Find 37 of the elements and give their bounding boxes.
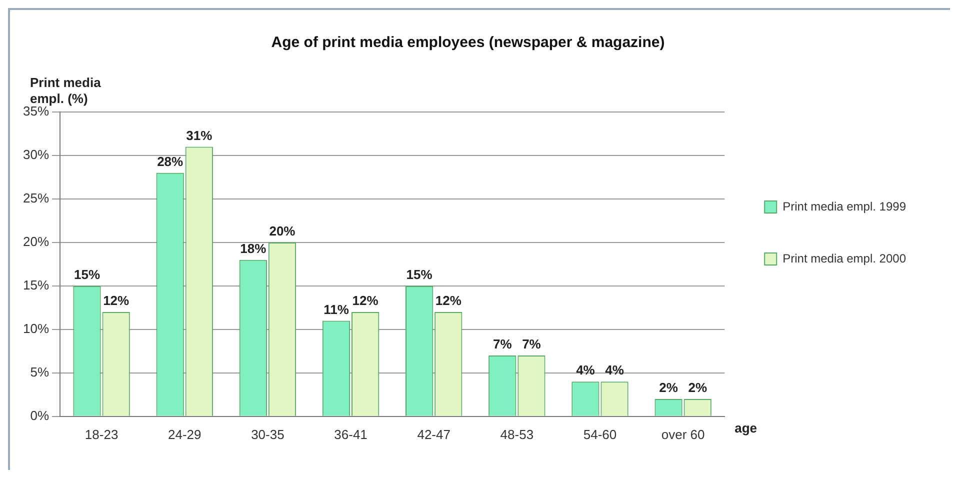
x-tick-label: 54-60 xyxy=(583,426,617,442)
data-label: 15% xyxy=(74,267,100,282)
legend-label: Print media empl. 2000 xyxy=(782,251,906,266)
chart-title: Age of print media employees (newspaper & magazine) xyxy=(271,34,665,52)
data-label: 4% xyxy=(605,362,624,378)
data-label: 12% xyxy=(352,293,379,308)
y-tick-label: 15% xyxy=(22,278,50,293)
data-label: 18% xyxy=(240,240,267,256)
data-label: 15% xyxy=(406,267,433,282)
data-label: 12% xyxy=(435,293,462,308)
data-label: 7% xyxy=(522,336,542,352)
legend-label: Print media empl. 1999 xyxy=(782,199,906,214)
data-label: 28% xyxy=(157,154,184,169)
y-axis-title: Print media empl. (%) xyxy=(30,75,102,106)
y-tick-label: 0% xyxy=(30,408,50,423)
data-label: 2% xyxy=(688,380,708,396)
y-tick-label: 25% xyxy=(22,190,50,206)
y-tick-label: 10% xyxy=(22,321,50,336)
data-label: 11% xyxy=(324,302,350,317)
x-tick-label: 30-35 xyxy=(251,426,284,442)
x-tick-label: 48-53 xyxy=(500,426,534,442)
x-tick-label: 36-41 xyxy=(334,426,368,442)
data-label: 4% xyxy=(576,362,596,378)
x-tick-label: over 60 xyxy=(661,426,705,442)
data-label: 31% xyxy=(186,128,213,143)
y-tick-label: 30% xyxy=(22,147,50,162)
data-label: 20% xyxy=(269,224,296,239)
x-tick-label: 18-23 xyxy=(84,426,118,442)
data-label: 7% xyxy=(492,336,512,352)
x-axis-title: age xyxy=(734,420,758,436)
x-tick-label: 24-29 xyxy=(168,426,202,442)
y-tick-label: 5% xyxy=(30,364,50,380)
data-label: 12% xyxy=(103,293,130,308)
x-tick-label: 42-47 xyxy=(417,426,450,442)
y-tick-label: 20% xyxy=(22,234,50,250)
data-label: 2% xyxy=(659,380,678,396)
y-tick-label: 35% xyxy=(22,104,50,119)
